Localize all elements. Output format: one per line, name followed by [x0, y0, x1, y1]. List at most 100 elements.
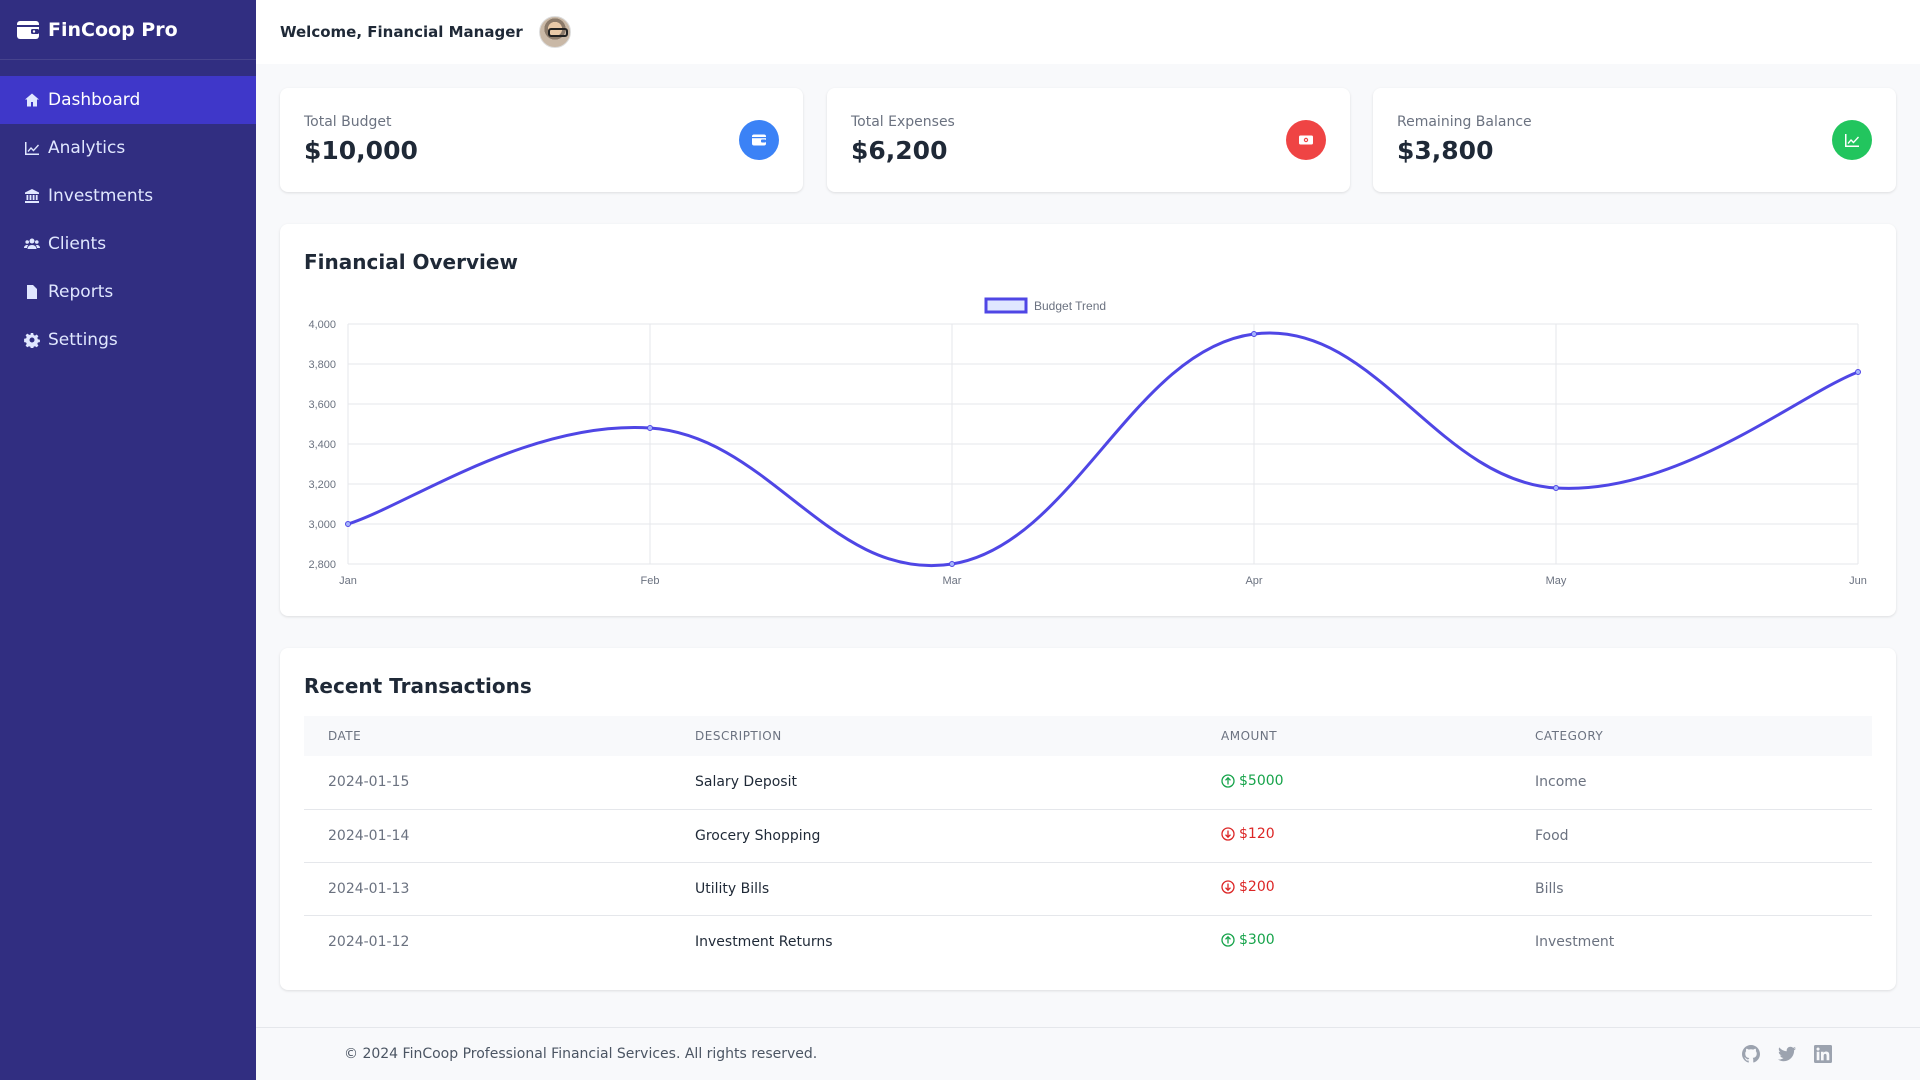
users-icon [24, 236, 40, 252]
sidebar: FinCoop Pro Dashboard Analytics Investme… [0, 0, 256, 1080]
column-header-date: Date [304, 716, 671, 756]
y-tick-label: 3,000 [308, 519, 336, 531]
y-tick-label: 2,800 [308, 559, 336, 571]
cell-category: Food [1511, 809, 1872, 863]
arrow-up-circle-icon [1221, 774, 1235, 788]
legend-label: Budget Trend [1034, 299, 1106, 313]
stat-value: $3,800 [1397, 136, 1494, 165]
sidebar-item-investments[interactable]: Investments [0, 172, 256, 220]
amount-value: $300 [1239, 932, 1275, 949]
money-bill-icon [1286, 120, 1326, 160]
cell-date: 2024-01-12 [328, 933, 410, 950]
gear-icon [24, 332, 40, 348]
data-point [647, 425, 653, 431]
cell-amount: $200 [1197, 862, 1511, 916]
table-row[interactable]: 2024-01-15 Salary Deposit $5000 Income [304, 756, 1872, 810]
chart-line-icon [1832, 120, 1872, 160]
sidebar-item-label: Reports [48, 282, 114, 302]
stat-card-total-budget: Total Budget $10,000 [280, 88, 803, 192]
welcome-text: Welcome, Financial Manager [280, 23, 523, 41]
y-tick-label: 3,400 [308, 439, 336, 451]
recent-transactions-card: Recent Transactions Date Description Amo… [280, 648, 1896, 990]
cell-date: 2024-01-13 [304, 862, 671, 916]
stat-label: Remaining Balance [1397, 114, 1532, 130]
cell-amount: $300 [1197, 915, 1511, 968]
sidebar-item-dashboard[interactable]: Dashboard [0, 76, 256, 124]
y-tick-label: 3,600 [308, 399, 336, 411]
amount-value: $120 [1239, 826, 1275, 842]
cell-amount: $5000 [1197, 756, 1511, 810]
column-header-amount: Amount [1197, 716, 1511, 756]
x-tick-label: Jun [1849, 575, 1867, 587]
amount-value: $200 [1239, 879, 1275, 895]
sidebar-nav: Dashboard Analytics Investments Clients … [0, 76, 256, 364]
x-tick-label: May [1546, 575, 1567, 587]
wallet-icon [16, 19, 40, 41]
table-row[interactable]: 2024-01-12 Investment Returns $300 Inves… [304, 915, 1872, 968]
linkedin-icon[interactable] [1814, 1045, 1832, 1063]
y-tick-label: 3,800 [308, 359, 336, 371]
data-point [1855, 369, 1861, 375]
twitter-icon[interactable] [1778, 1045, 1796, 1063]
table-row[interactable]: 2024-01-13 Utility Bills $200 Bills [304, 862, 1872, 916]
chart-line-icon [24, 140, 40, 156]
table-header-row: Date Description Amount Category [304, 716, 1872, 756]
cell-description: Investment Returns [695, 933, 833, 950]
stat-value: $6,200 [851, 136, 948, 165]
top-header: Welcome, Financial Manager [256, 0, 1920, 64]
transactions-table: Date Description Amount Category 2024-01… [304, 716, 1872, 968]
brand[interactable]: FinCoop Pro [0, 0, 256, 60]
brand-name: FinCoop Pro [48, 18, 178, 41]
cell-category: Income [1511, 756, 1872, 810]
stat-label: Total Expenses [851, 114, 955, 130]
sidebar-item-label: Settings [48, 330, 118, 350]
sidebar-item-analytics[interactable]: Analytics [0, 124, 256, 172]
sidebar-item-label: Analytics [48, 138, 126, 158]
stat-label: Total Budget [304, 114, 392, 130]
github-icon[interactable] [1742, 1045, 1760, 1063]
sidebar-item-label: Dashboard [48, 90, 141, 110]
legend-swatch [984, 297, 1028, 314]
social-links [1742, 1045, 1832, 1063]
sidebar-item-settings[interactable]: Settings [0, 316, 256, 364]
y-tick-label: 4,000 [308, 319, 336, 331]
cell-description: Grocery Shopping [671, 809, 1197, 863]
sidebar-item-label: Clients [48, 234, 107, 254]
arrow-down-circle-icon [1221, 827, 1235, 841]
cell-date: 2024-01-14 [304, 809, 671, 863]
stat-card-remaining-balance: Remaining Balance $3,800 [1373, 88, 1896, 192]
series-line-budget-trend [347, 331, 1859, 568]
sidebar-item-label: Investments [48, 186, 154, 206]
wallet-icon [739, 120, 779, 160]
sidebar-item-clients[interactable]: Clients [0, 220, 256, 268]
y-tick-label: 3,200 [308, 479, 336, 491]
arrow-up-circle-icon [1221, 933, 1235, 947]
data-point [345, 521, 351, 527]
file-icon [24, 284, 40, 300]
column-header-description: Description [671, 716, 1197, 756]
data-point [1251, 331, 1257, 337]
data-point [1553, 485, 1559, 491]
cell-description: Salary Deposit [671, 756, 1197, 810]
footer: © 2024 FinCoop Professional Financial Se… [256, 1027, 1920, 1080]
cell-date: 2024-01-15 [304, 756, 671, 810]
bank-icon [24, 188, 40, 204]
avatar[interactable] [538, 16, 571, 48]
stat-card-total-expenses: Total Expenses $6,200 [827, 88, 1350, 192]
cell-category: Investment [1535, 933, 1615, 950]
x-tick-label: Feb [641, 575, 660, 587]
cell-category: Bills [1511, 862, 1872, 916]
column-header-category: Category [1511, 716, 1872, 756]
cell-description: Utility Bills [671, 862, 1197, 916]
sidebar-item-reports[interactable]: Reports [0, 268, 256, 316]
financial-overview-card: Financial Overview 2,800 3,000 3,200 3,400 3… [280, 224, 1896, 616]
x-tick-label: Apr [1245, 575, 1262, 587]
stat-value: $10,000 [304, 136, 418, 165]
copyright-text: © 2024 FinCoop Professional Financial Se… [344, 1046, 818, 1062]
table-row[interactable]: 2024-01-14 Grocery Shopping $120 Food [304, 809, 1872, 863]
arrow-down-circle-icon [1221, 880, 1235, 894]
amount-value: $5000 [1239, 772, 1284, 789]
chart-card-title: Financial Overview [304, 250, 518, 274]
transactions-title: Recent Transactions [304, 674, 532, 698]
home-icon [24, 92, 40, 108]
